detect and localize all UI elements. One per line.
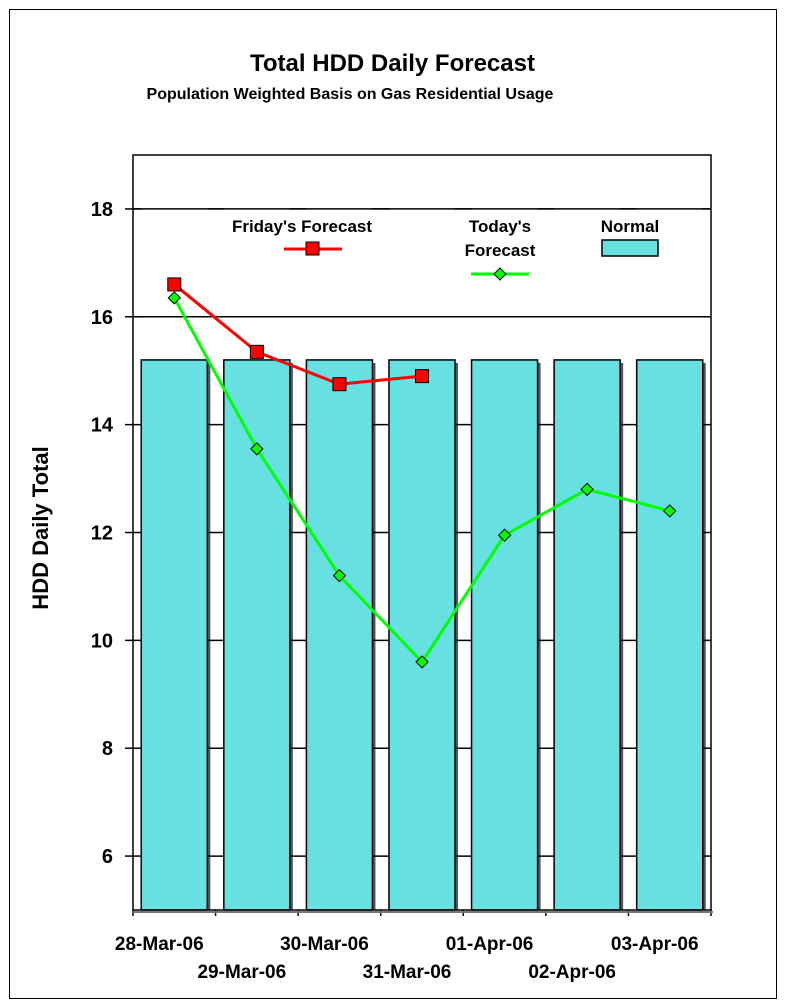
line-series — [167, 277, 677, 669]
chart-subtitle: Population Weighted Basis on Gas Residen… — [146, 86, 554, 103]
point-friday — [249, 344, 264, 359]
y-tick-label: 6 — [102, 846, 113, 868]
y-tick-label: 18 — [91, 199, 113, 221]
legend-swatch-normal — [601, 239, 659, 257]
chart-title: Total HDD Daily Forecast — [250, 50, 535, 77]
point-today — [580, 482, 594, 497]
x-tick-label: 29-Mar-06 — [197, 962, 286, 983]
legend-label-today-1: Today's — [469, 217, 531, 236]
bar-normal — [553, 359, 621, 911]
legend-label-normal: Normal — [601, 217, 660, 236]
x-tick-label: 30-Mar-06 — [280, 934, 369, 955]
x-tick-label: 31-Mar-06 — [363, 962, 452, 983]
bar-normal — [388, 359, 456, 911]
point-friday — [167, 277, 182, 292]
x-tick-label: 01-Apr-06 — [446, 934, 534, 955]
x-tick-labels: 28-Mar-06 29-Mar-06 30-Mar-06 31-Mar-06 01-A… — [115, 934, 699, 983]
point-today — [167, 291, 181, 305]
point-friday — [415, 369, 429, 384]
bar-normal — [470, 359, 539, 911]
y-tick-labels: 6 8 10 12 14 16 18 — [91, 199, 114, 868]
bar-normal — [140, 359, 209, 911]
bar-normal — [305, 359, 374, 911]
x-tick-label: 03-Apr-06 — [611, 934, 699, 955]
legend-marker-today — [493, 267, 507, 281]
point-today — [332, 568, 347, 583]
y-axis-label: HDD Daily Total — [28, 446, 53, 609]
x-tick-label: 02-Apr-06 — [528, 962, 616, 983]
series-line-friday — [173, 283, 423, 386]
legend-label-friday: Friday's Forecast — [232, 217, 372, 236]
y-tick-label: 14 — [91, 415, 114, 437]
point-today — [415, 655, 429, 669]
bar-series-normal — [140, 359, 706, 911]
legend-marker-friday — [305, 241, 320, 256]
legend-label-today-2: Forecast — [465, 241, 536, 260]
x-tick-label: 28-Mar-06 — [115, 934, 204, 955]
bar-normal — [635, 359, 704, 911]
point-friday — [332, 377, 347, 392]
point-today — [250, 442, 264, 456]
y-tick-label: 10 — [91, 630, 113, 652]
plot-border — [132, 154, 712, 911]
point-today — [663, 504, 677, 518]
y-tick-label: 16 — [91, 307, 113, 329]
y-tick-label: 12 — [91, 523, 113, 545]
gridlines — [125, 154, 713, 916]
y-tick-label: 8 — [102, 738, 113, 760]
legend: Friday's Forecast Today's Forecast Norma… — [232, 217, 660, 281]
point-today — [497, 528, 512, 542]
